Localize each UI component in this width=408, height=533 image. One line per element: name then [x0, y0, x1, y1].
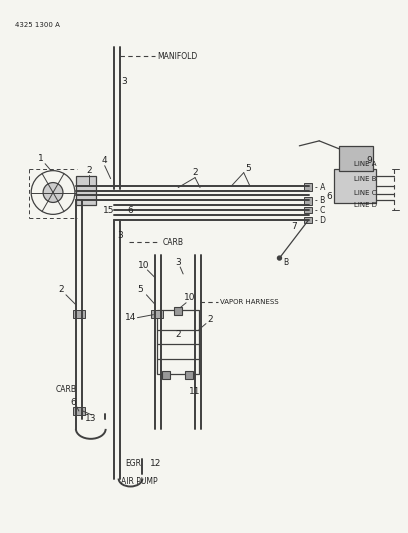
Text: 2: 2 [58, 285, 64, 294]
Text: LINE C: LINE C [354, 190, 377, 196]
Bar [304, 217, 312, 223]
Text: - A: - A [315, 183, 326, 192]
Text: 3: 3 [118, 231, 124, 240]
Bar [334, 168, 376, 204]
Text: LINE D: LINE D [354, 203, 377, 208]
Text: 3: 3 [175, 257, 181, 266]
Text: LINE A: LINE A [354, 161, 377, 167]
Text: 13: 13 [85, 415, 97, 423]
Bar [73, 310, 85, 318]
Text: 4325 1300 A: 4325 1300 A [15, 22, 60, 28]
Text: - C: - C [315, 206, 326, 215]
Text: AIR PUMP: AIR PUMP [121, 477, 157, 486]
Bar [304, 183, 312, 190]
Text: VAPOR HARNESS: VAPOR HARNESS [220, 299, 279, 305]
Text: 4: 4 [102, 156, 107, 165]
Text: 6: 6 [128, 206, 133, 215]
Bar [162, 372, 170, 379]
Text: 10: 10 [184, 293, 196, 302]
Circle shape [43, 183, 63, 203]
Text: 3: 3 [122, 77, 127, 86]
Text: CARB: CARB [162, 238, 183, 247]
Text: 9: 9 [366, 156, 372, 165]
Text: EGR: EGR [126, 459, 142, 468]
Text: 7: 7 [291, 222, 297, 231]
Text: 6: 6 [326, 192, 332, 201]
Bar [304, 207, 312, 213]
Text: LINE B: LINE B [354, 175, 377, 182]
Text: - D: - D [315, 216, 326, 225]
Text: 2: 2 [192, 168, 198, 177]
Text: 10: 10 [137, 261, 149, 270]
Text: B: B [284, 257, 288, 266]
Text: 2: 2 [175, 330, 181, 339]
Text: 5: 5 [245, 164, 251, 173]
Text: 12: 12 [150, 459, 161, 468]
Bar [151, 310, 163, 318]
Bar [185, 372, 193, 379]
Text: CARB: CARB [56, 385, 77, 394]
Text: 14: 14 [125, 313, 136, 322]
Text: 2: 2 [86, 166, 92, 175]
Text: 2: 2 [207, 315, 213, 324]
Bar [304, 197, 312, 205]
Text: 11: 11 [189, 386, 201, 395]
Text: 6: 6 [70, 398, 76, 407]
Circle shape [277, 256, 282, 260]
Text: 5: 5 [137, 285, 143, 294]
Text: MANIFOLD: MANIFOLD [157, 52, 197, 61]
Text: - B: - B [315, 196, 326, 205]
Bar [157, 310, 199, 374]
Bar [174, 306, 182, 314]
Bar [73, 407, 85, 415]
Text: 1: 1 [38, 154, 44, 163]
Text: 15: 15 [103, 206, 114, 215]
Bar [339, 146, 373, 171]
Bar [76, 175, 96, 205]
